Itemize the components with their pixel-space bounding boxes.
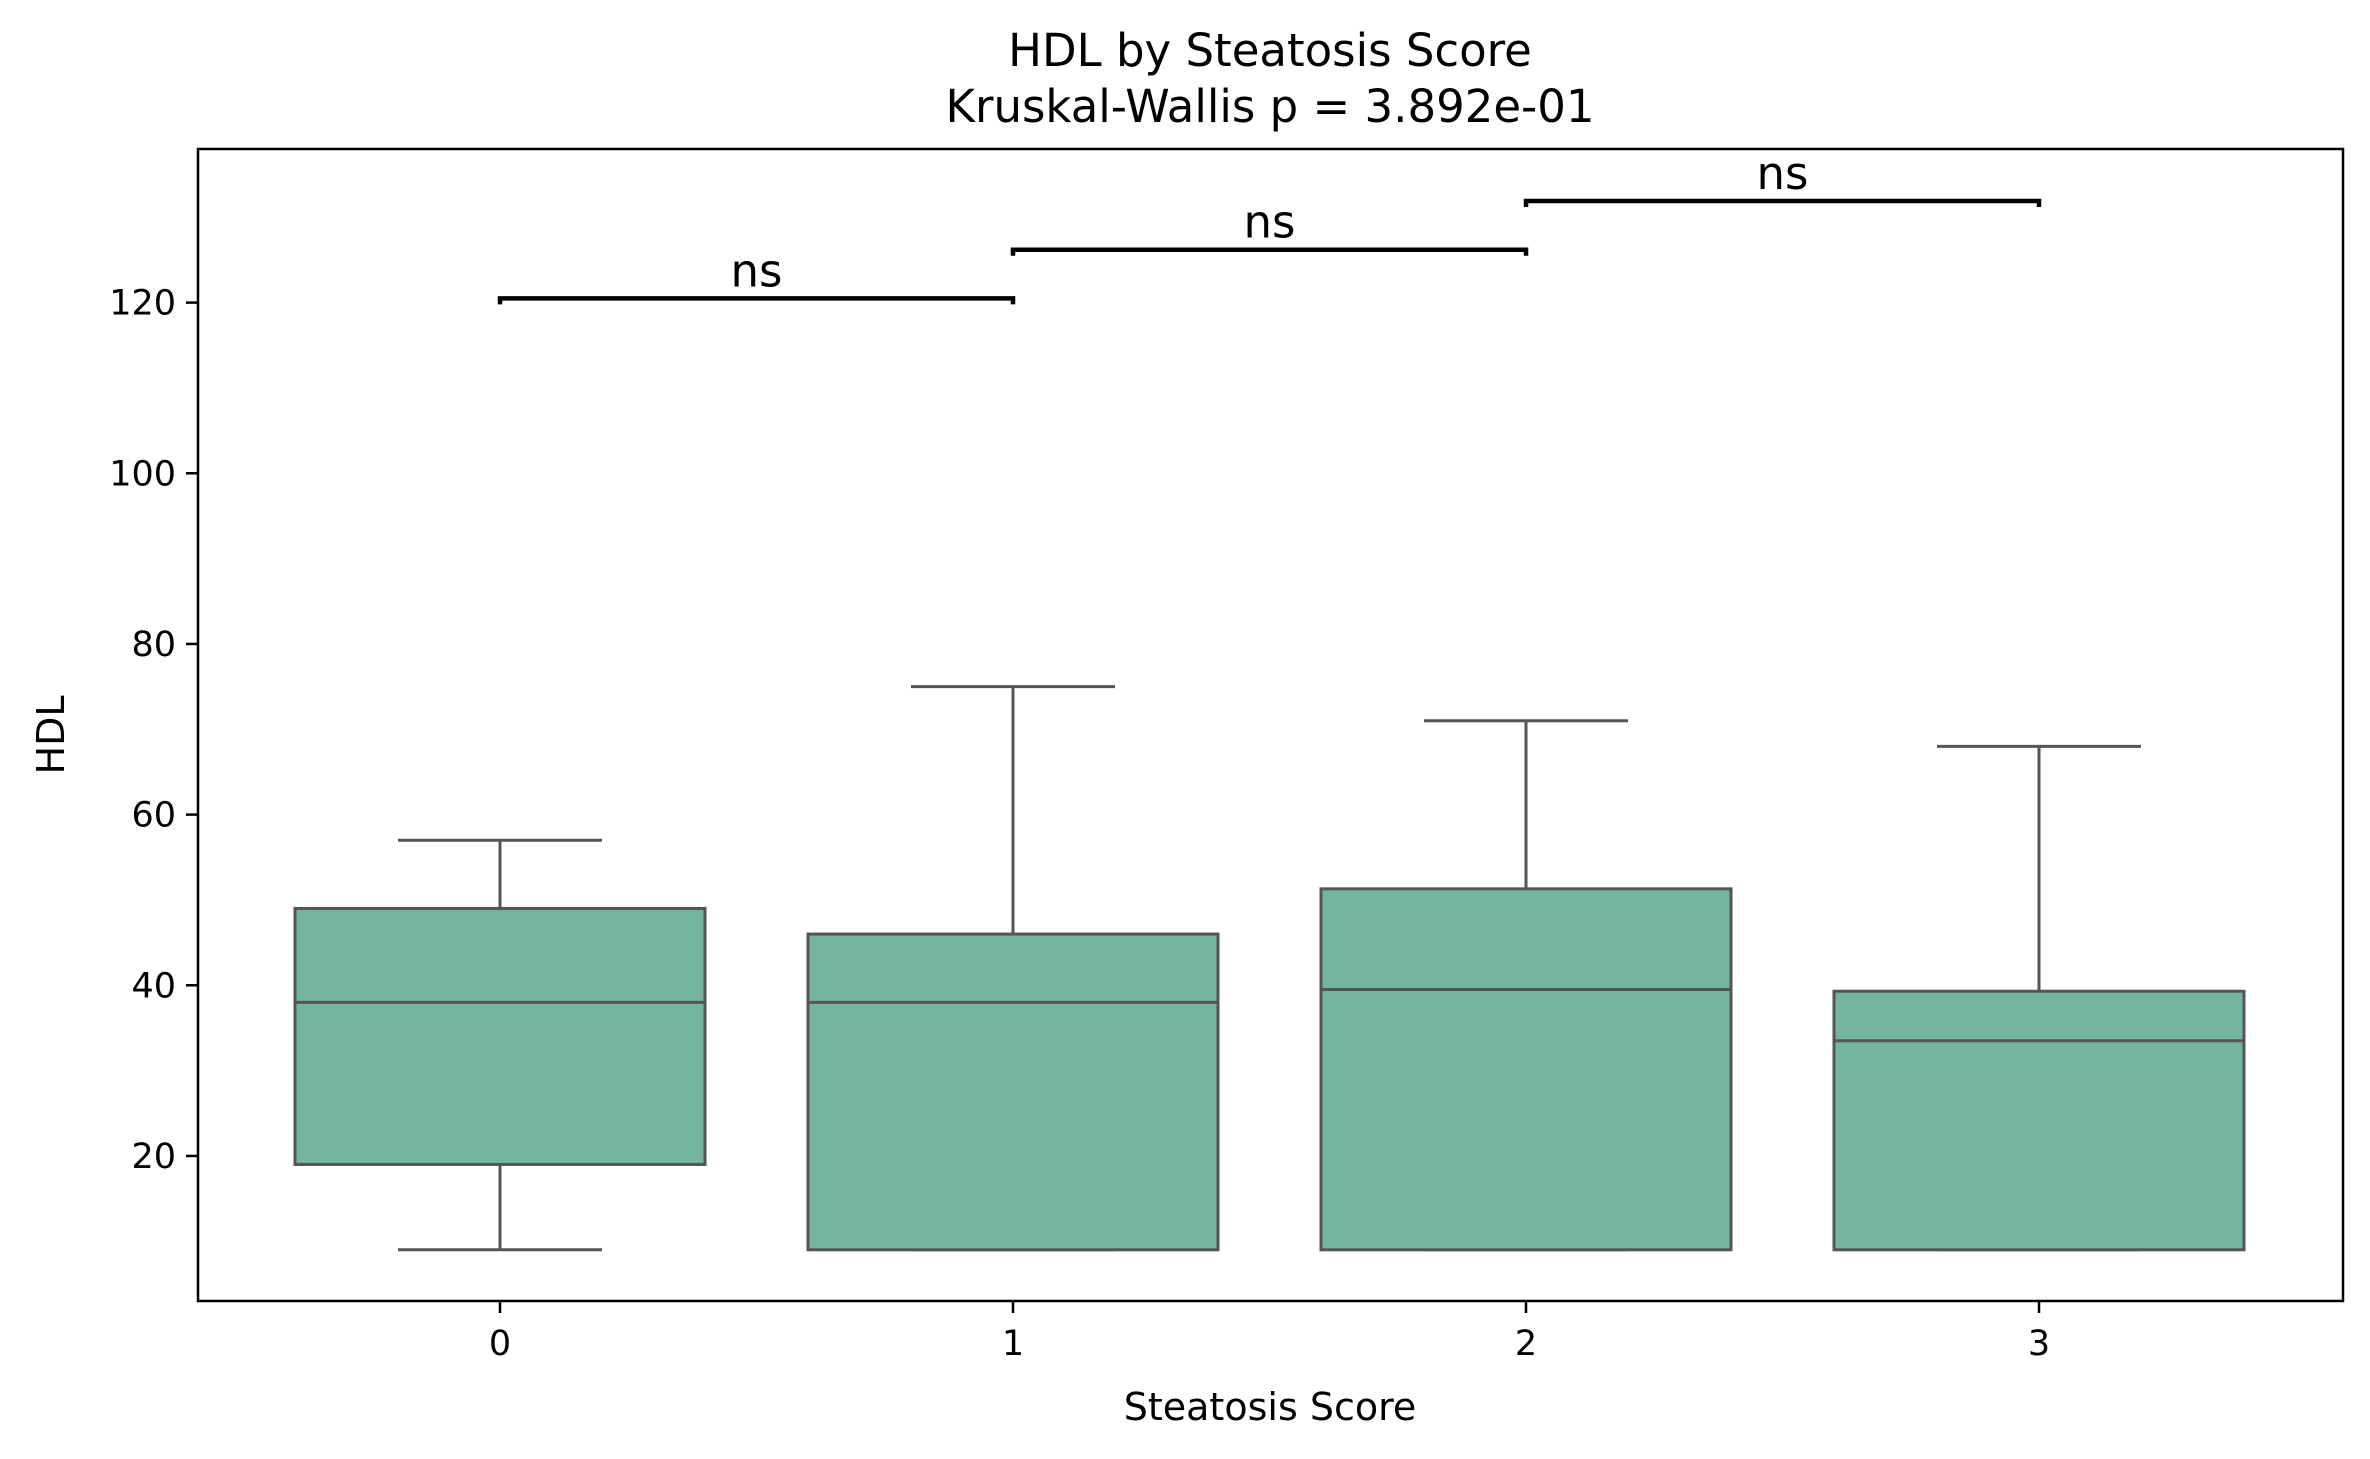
- chart-subtitle: Kruskal-Wallis p = 3.892e-01: [945, 80, 1594, 133]
- box-3: [1832, 744, 2246, 1252]
- x-tick-label: 1: [1002, 1324, 1024, 1364]
- significance-annotations: ns ns ns: [497, 147, 2042, 305]
- y-tick-label: 60: [131, 796, 176, 836]
- x-tick-label: 3: [2028, 1324, 2050, 1364]
- x-tick-label: 2: [1515, 1324, 1537, 1364]
- axes-frame: [196, 147, 2345, 1303]
- box-0: [293, 838, 707, 1252]
- y-tick-label: 20: [131, 1137, 176, 1177]
- y-axis-label: HDL: [29, 695, 73, 774]
- box-iqr: [1832, 989, 2246, 1252]
- significance-bracket: ns: [1010, 196, 1529, 256]
- bracket-line: [497, 296, 1016, 305]
- y-axis: 20 40 60 80 100 120: [109, 284, 198, 1177]
- significance-label: ns: [1757, 147, 1809, 200]
- plot-area: [293, 685, 2246, 1252]
- box-iqr: [293, 906, 707, 1166]
- chart-title: HDL by Steatosis Score: [1008, 24, 1532, 77]
- significance-label: ns: [1244, 196, 1296, 249]
- significance-label: ns: [731, 244, 783, 297]
- x-axis-label: Steatosis Score: [1124, 1385, 1417, 1429]
- y-tick-label: 100: [109, 454, 176, 494]
- box-iqr: [806, 932, 1220, 1252]
- x-tick-label: 0: [489, 1324, 511, 1364]
- significance-bracket: ns: [1523, 147, 2042, 208]
- x-axis: 0 1 2 3: [489, 1301, 2050, 1364]
- box-iqr: [1319, 887, 1733, 1252]
- box-1: [806, 685, 1220, 1252]
- bracket-line: [1010, 247, 1529, 256]
- y-tick-label: 40: [131, 966, 176, 1006]
- y-tick-label: 120: [109, 284, 176, 324]
- bracket-line: [1523, 198, 2042, 208]
- significance-bracket: ns: [497, 244, 1016, 305]
- y-tick-label: 80: [131, 625, 176, 665]
- box-2: [1319, 719, 1733, 1252]
